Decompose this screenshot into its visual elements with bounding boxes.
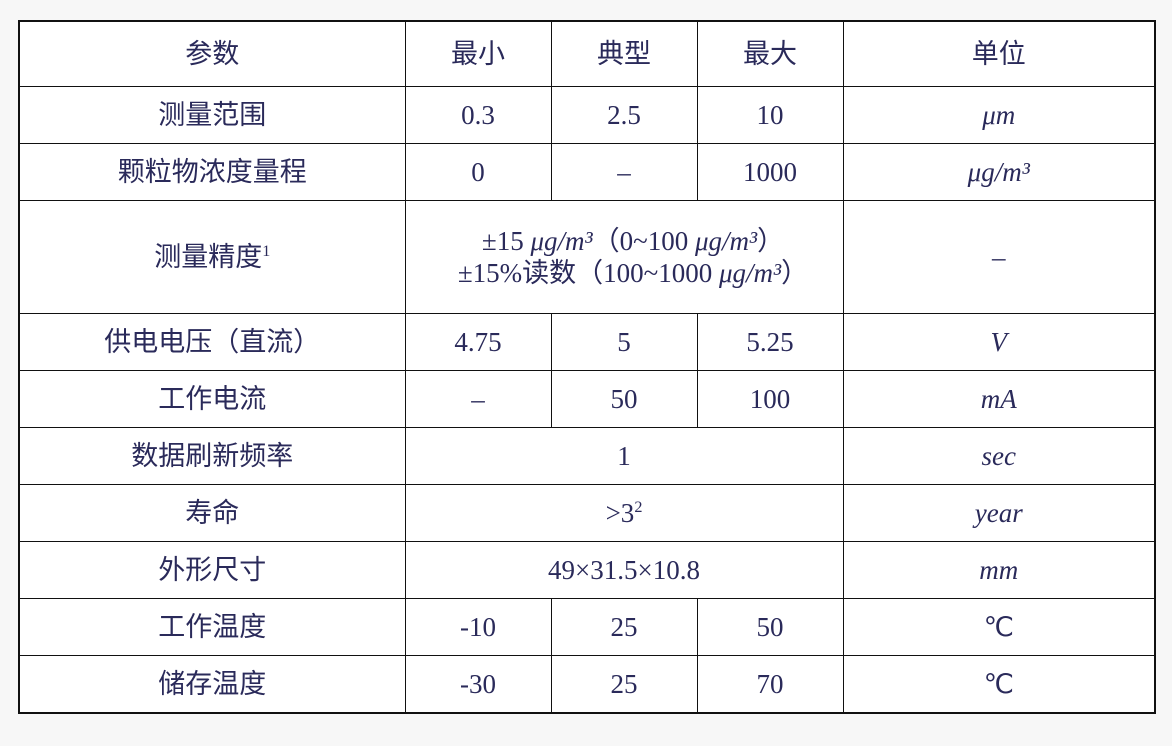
spec-table-container: 参数 最小 典型 最大 单位 测量范围 0.3 2.5 10 μm 颗粒物浓度量… — [18, 20, 1154, 714]
cell-param: 储存温度 — [19, 656, 405, 714]
cell-min: 4.75 — [405, 314, 551, 371]
cell-min: 0 — [405, 144, 551, 201]
cell-typ: 5 — [551, 314, 697, 371]
accuracy-l1-range: （0~100 — [593, 226, 695, 256]
accuracy-l1-unit: μg/m³ — [530, 226, 592, 256]
cell-min: – — [405, 371, 551, 428]
accuracy-line-1: ±15 μg/m³（0~100 μg/m³） — [424, 225, 843, 257]
cell-param: 寿命 — [19, 485, 405, 542]
cell-unit: – — [843, 201, 1155, 314]
cell-unit: μg/m³ — [843, 144, 1155, 201]
cell-unit: V — [843, 314, 1155, 371]
cell-param: 供电电压（直流） — [19, 314, 405, 371]
cell-unit: year — [843, 485, 1155, 542]
accuracy-line-2: ±15%读数（100~1000 μg/m³） — [424, 257, 843, 289]
cell-max: 10 — [697, 87, 843, 144]
cell-param: 外形尺寸 — [19, 542, 405, 599]
cell-param: 颗粒物浓度量程 — [19, 144, 405, 201]
accuracy-l1-close: ） — [757, 226, 784, 256]
accuracy-l2-pm: ±15%读数（100~1000 — [458, 258, 719, 288]
cell-min: -30 — [405, 656, 551, 714]
cell-typ: 2.5 — [551, 87, 697, 144]
cell-max: 70 — [697, 656, 843, 714]
row-working-current: 工作电流 – 50 100 mA — [19, 371, 1155, 428]
life-value: >3 — [606, 498, 635, 528]
accuracy-footnote-1: 1 — [262, 242, 270, 260]
cell-param: 测量范围 — [19, 87, 405, 144]
row-concentration-range: 颗粒物浓度量程 0 – 1000 μg/m³ — [19, 144, 1155, 201]
accuracy-l1-pm: ±15 — [482, 226, 531, 256]
row-operating-temp: 工作温度 -10 25 50 ℃ — [19, 599, 1155, 656]
row-storage-temp: 储存温度 -30 25 70 ℃ — [19, 656, 1155, 714]
col-header-min: 最小 — [405, 21, 551, 87]
row-dimensions: 外形尺寸 49×31.5×10.8 mm — [19, 542, 1155, 599]
cell-min: 0.3 — [405, 87, 551, 144]
cell-param: 测量精度1 — [19, 201, 405, 314]
col-header-max: 最大 — [697, 21, 843, 87]
cell-unit: μm — [843, 87, 1155, 144]
cell-unit: sec — [843, 428, 1155, 485]
cell-min: -10 — [405, 599, 551, 656]
cell-max: 100 — [697, 371, 843, 428]
cell-typ: 50 — [551, 371, 697, 428]
cell-merged: 49×31.5×10.8 — [405, 542, 843, 599]
cell-param: 数据刷新频率 — [19, 428, 405, 485]
col-header-param: 参数 — [19, 21, 405, 87]
life-footnote-2: 2 — [634, 498, 642, 516]
accuracy-l2-close: ） — [781, 258, 808, 288]
cell-unit: mm — [843, 542, 1155, 599]
accuracy-l2-unit: μg/m³ — [719, 258, 781, 288]
cell-unit: ℃ — [843, 599, 1155, 656]
spec-table: 参数 最小 典型 最大 单位 测量范围 0.3 2.5 10 μm 颗粒物浓度量… — [18, 20, 1156, 714]
cell-typ: 25 — [551, 599, 697, 656]
col-header-typ: 典型 — [551, 21, 697, 87]
cell-param: 工作温度 — [19, 599, 405, 656]
cell-unit: ℃ — [843, 656, 1155, 714]
row-refresh-rate: 数据刷新频率 1 sec — [19, 428, 1155, 485]
accuracy-l1-range-unit: μg/m³ — [695, 226, 757, 256]
cell-max: 50 — [697, 599, 843, 656]
cell-typ: – — [551, 144, 697, 201]
cell-accuracy-merged: ±15 μg/m³（0~100 μg/m³） ±15%读数（100~1000 μ… — [405, 201, 843, 314]
cell-max: 1000 — [697, 144, 843, 201]
cell-merged: 1 — [405, 428, 843, 485]
cell-max: 5.25 — [697, 314, 843, 371]
accuracy-label: 测量精度 — [154, 242, 262, 272]
cell-merged: >32 — [405, 485, 843, 542]
row-lifetime: 寿命 >32 year — [19, 485, 1155, 542]
row-measure-range: 测量范围 0.3 2.5 10 μm — [19, 87, 1155, 144]
cell-typ: 25 — [551, 656, 697, 714]
row-supply-voltage: 供电电压（直流） 4.75 5 5.25 V — [19, 314, 1155, 371]
table-header-row: 参数 最小 典型 最大 单位 — [19, 21, 1155, 87]
cell-unit: mA — [843, 371, 1155, 428]
row-accuracy: 测量精度1 ±15 μg/m³（0~100 μg/m³） ±15%读数（100~… — [19, 201, 1155, 314]
col-header-unit: 单位 — [843, 21, 1155, 87]
cell-param: 工作电流 — [19, 371, 405, 428]
